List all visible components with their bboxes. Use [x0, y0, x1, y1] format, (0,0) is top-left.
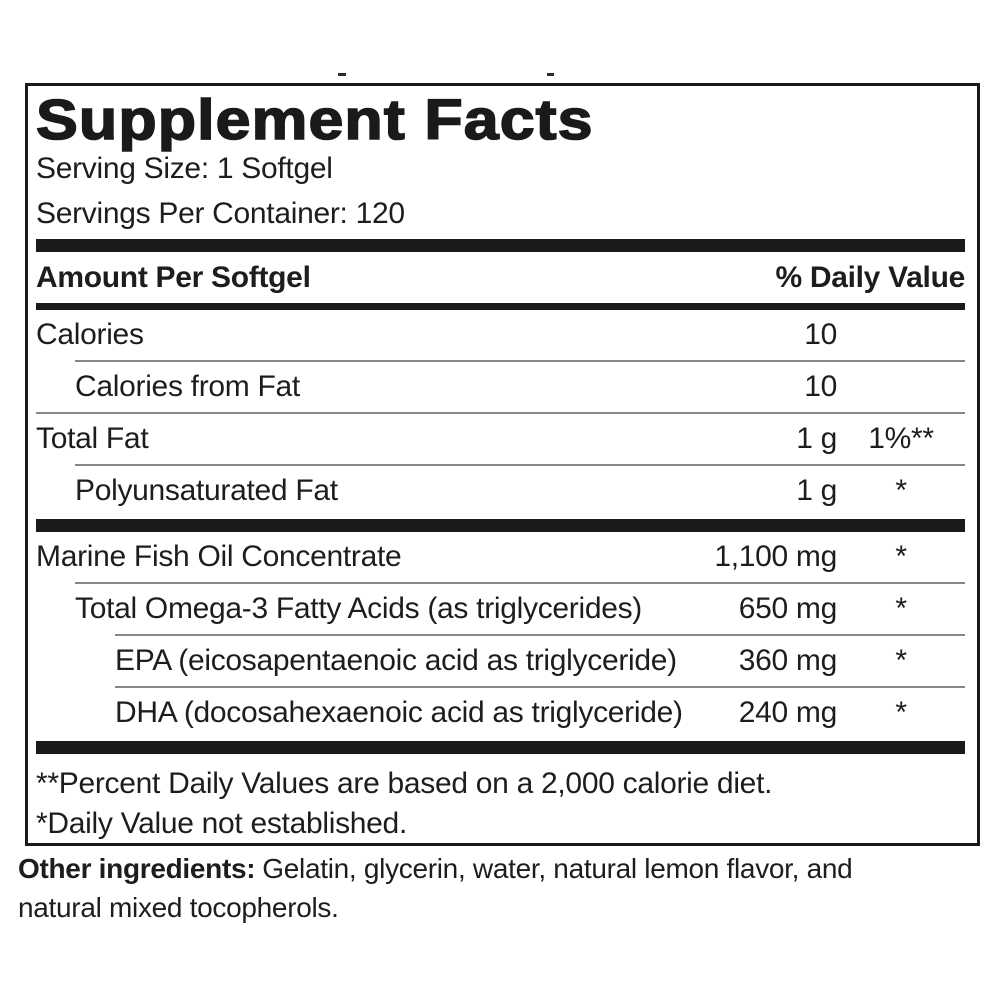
nutrient-amount: 240 mg — [738, 696, 838, 729]
nutrient-daily-value: 1%** — [868, 422, 934, 455]
table-row: Calories 10 — [36, 310, 965, 360]
other-ingredients: Other ingredients: Gelatin, glycerin, wat… — [18, 849, 928, 927]
nutrient-daily-value: * — [895, 540, 907, 573]
nutrient-amount: 10 — [804, 370, 837, 403]
section-bar — [36, 519, 965, 532]
nutrient-daily-value: * — [895, 644, 907, 677]
row-divider — [36, 412, 965, 414]
nutrient-name: Polyunsaturated Fat — [75, 474, 338, 507]
section-bar — [36, 239, 965, 252]
nutrient-amount: 360 mg — [738, 644, 838, 677]
table-row: Marine Fish Oil Concentrate 1,100 mg * — [36, 532, 965, 582]
other-ingredients-label: Other ingredients: — [18, 853, 256, 884]
table-row: DHA (docosahexaenoic acid as triglycerid… — [36, 688, 965, 738]
nutrient-name: Total Omega-3 Fatty Acids (as triglyceri… — [75, 592, 642, 625]
nutrient-name: Total Fat — [36, 422, 149, 455]
section-bar — [36, 741, 965, 754]
nutrient-name: DHA (docosahexaenoic acid as triglycerid… — [115, 696, 683, 729]
nutrient-amount: 1 g — [796, 474, 837, 507]
crop-mark — [338, 73, 346, 76]
nutrient-amount: 1,100 mg — [714, 540, 837, 573]
column-header-row: Amount Per Softgel % Daily Value — [36, 252, 965, 303]
footnotes: **Percent Daily Values are based on a 2,… — [36, 764, 965, 844]
nutrient-daily-value: * — [895, 592, 907, 625]
supplement-facts-panel: Supplement Facts Serving Size: 1 Softgel… — [25, 83, 980, 846]
table-row: Total Fat 1 g 1%** — [36, 414, 965, 464]
row-divider — [115, 686, 965, 688]
nutrient-amount: 10 — [804, 318, 837, 351]
row-divider — [115, 634, 965, 636]
daily-value-column-header: % Daily Value — [775, 260, 965, 294]
row-divider — [75, 360, 965, 362]
nutrient-name: Calories from Fat — [75, 370, 300, 403]
nutrient-daily-value: * — [895, 474, 907, 507]
nutrient-name: Calories — [36, 318, 144, 351]
footnote-daily-values: **Percent Daily Values are based on a 2,… — [36, 767, 773, 800]
panel-title: Supplement Facts — [35, 88, 594, 152]
other-ingredients-text: Gelatin, glycerin, water, natural lemon … — [18, 853, 853, 923]
nutrient-daily-value: * — [895, 696, 907, 729]
table-row: Polyunsaturated Fat 1 g * — [36, 466, 965, 516]
nutrient-name: EPA (eicosapentaenoic acid as triglyceri… — [115, 644, 677, 677]
nutrient-name: Marine Fish Oil Concentrate — [36, 540, 402, 573]
footnote-not-established: *Daily Value not established. — [36, 807, 407, 840]
facts-rows: Calories 10 Calories from Fat 10 Total Fat 1 … — [36, 310, 965, 754]
servings-per-container: Servings Per Container: 120 — [36, 197, 405, 230]
header-underline-bar — [36, 303, 965, 310]
serving-size: Serving Size: 1 Softgel — [36, 152, 333, 185]
table-row: Calories from Fat 10 — [36, 362, 965, 412]
crop-mark — [547, 73, 554, 76]
nutrient-amount: 1 g — [796, 422, 837, 455]
table-row: Total Omega-3 Fatty Acids (as triglyceri… — [36, 584, 965, 634]
row-divider — [75, 464, 965, 466]
table-row: EPA (eicosapentaenoic acid as triglyceri… — [36, 636, 965, 686]
row-divider — [75, 582, 965, 584]
nutrient-amount: 650 mg — [738, 592, 838, 625]
amount-column-header: Amount Per Softgel — [36, 260, 311, 294]
